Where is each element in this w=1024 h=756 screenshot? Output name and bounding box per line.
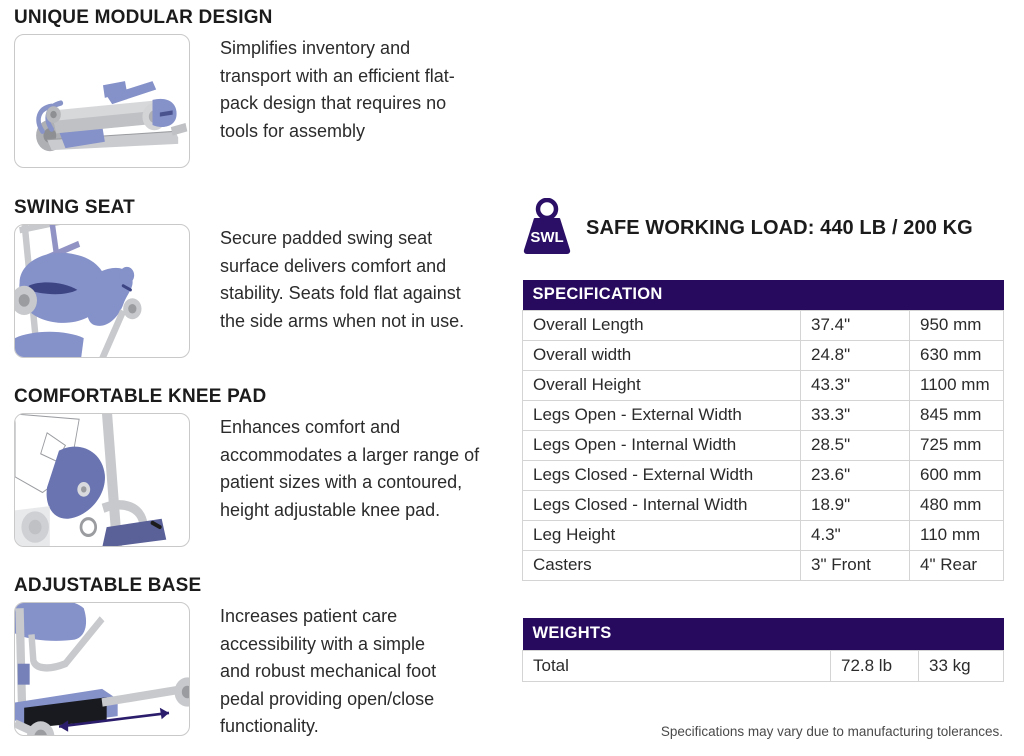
svg-text:SWL: SWL <box>530 229 563 246</box>
